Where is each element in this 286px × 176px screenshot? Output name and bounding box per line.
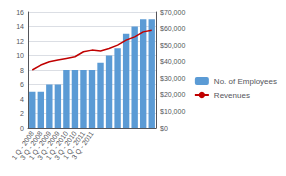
svg-text:1 Q - 2009: 1 Q - 2009: [27, 130, 53, 162]
svg-text:0: 0: [20, 125, 24, 132]
svg-text:$60,000: $60,000: [160, 25, 185, 32]
svg-text:3 Q - 2009: 3 Q - 2009: [36, 130, 61, 162]
svg-text:1 Q - 2010: 1 Q - 2010: [44, 130, 70, 162]
svg-text:$70,000: $70,000: [160, 9, 185, 16]
svg-text:$10,000: $10,000: [160, 108, 185, 115]
svg-text:14: 14: [16, 23, 24, 30]
svg-text:3 Q - 2008: 3 Q - 2008: [18, 130, 44, 162]
svg-text:12: 12: [16, 38, 24, 45]
svg-text:16: 16: [16, 9, 24, 16]
svg-text:10: 10: [16, 52, 24, 59]
svg-text:1 Q - 2011: 1 Q - 2011: [61, 130, 87, 161]
svg-text:4: 4: [20, 96, 24, 103]
svg-text:8: 8: [20, 67, 24, 74]
svg-text:$30,000: $30,000: [160, 75, 185, 82]
svg-text:1 Q - 2008: 1 Q - 2008: [10, 130, 36, 162]
svg-text:6: 6: [20, 81, 24, 88]
svg-text:$20,000: $20,000: [160, 91, 185, 98]
svg-text:No. of Employees: No. of Employees: [214, 77, 277, 86]
svg-text:2: 2: [20, 110, 24, 117]
svg-text:$40,000: $40,000: [160, 58, 185, 65]
svg-text:$0: $0: [160, 125, 168, 132]
svg-text:3 Q - 2011: 3 Q - 2011: [70, 130, 95, 161]
svg-text:3 Q - 2010: 3 Q - 2010: [53, 130, 78, 162]
svg-text:Revenues: Revenues: [214, 91, 250, 100]
svg-text:$50,000: $50,000: [160, 42, 185, 49]
